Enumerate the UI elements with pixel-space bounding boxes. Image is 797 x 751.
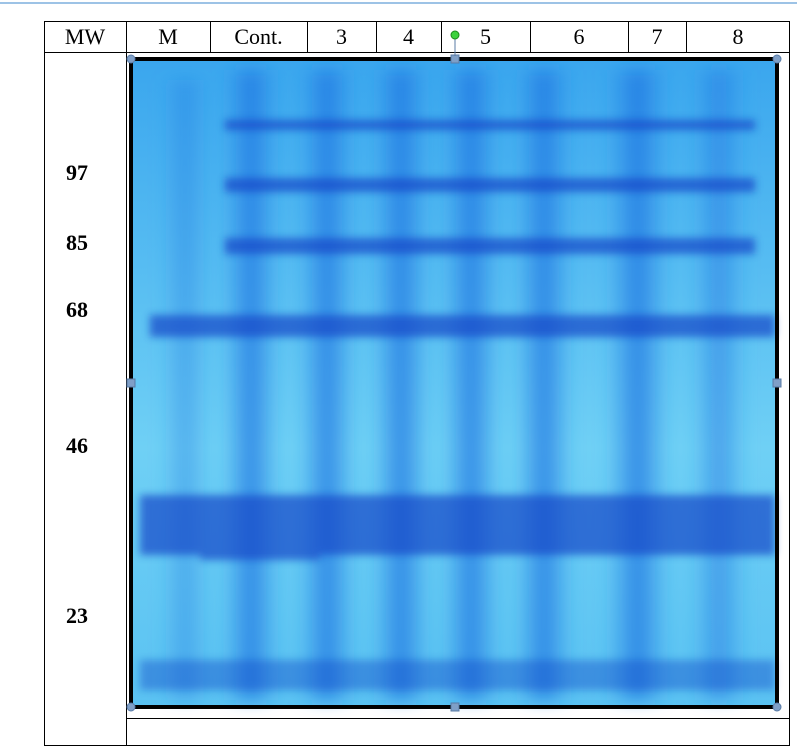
selection-handles[interactable] (126, 54, 782, 712)
mw-label: 97 (66, 160, 88, 185)
header-cell: 3 (336, 24, 347, 49)
mw-label: 85 (66, 230, 88, 255)
mw-label: 46 (66, 433, 88, 458)
header-cell: 5 (480, 24, 491, 49)
header-cell: 7 (652, 24, 663, 49)
mw-label: 68 (66, 297, 88, 322)
header-cell: 6 (574, 24, 585, 49)
gel-image (131, 59, 777, 707)
header-cell: 8 (733, 24, 744, 49)
rotate-handle[interactable] (450, 30, 460, 40)
header-cell: MW (65, 24, 106, 49)
mw-label: 23 (66, 603, 88, 628)
header-cell: Cont. (234, 24, 282, 49)
header-cell: M (158, 24, 178, 49)
header-cell: 4 (403, 24, 414, 49)
